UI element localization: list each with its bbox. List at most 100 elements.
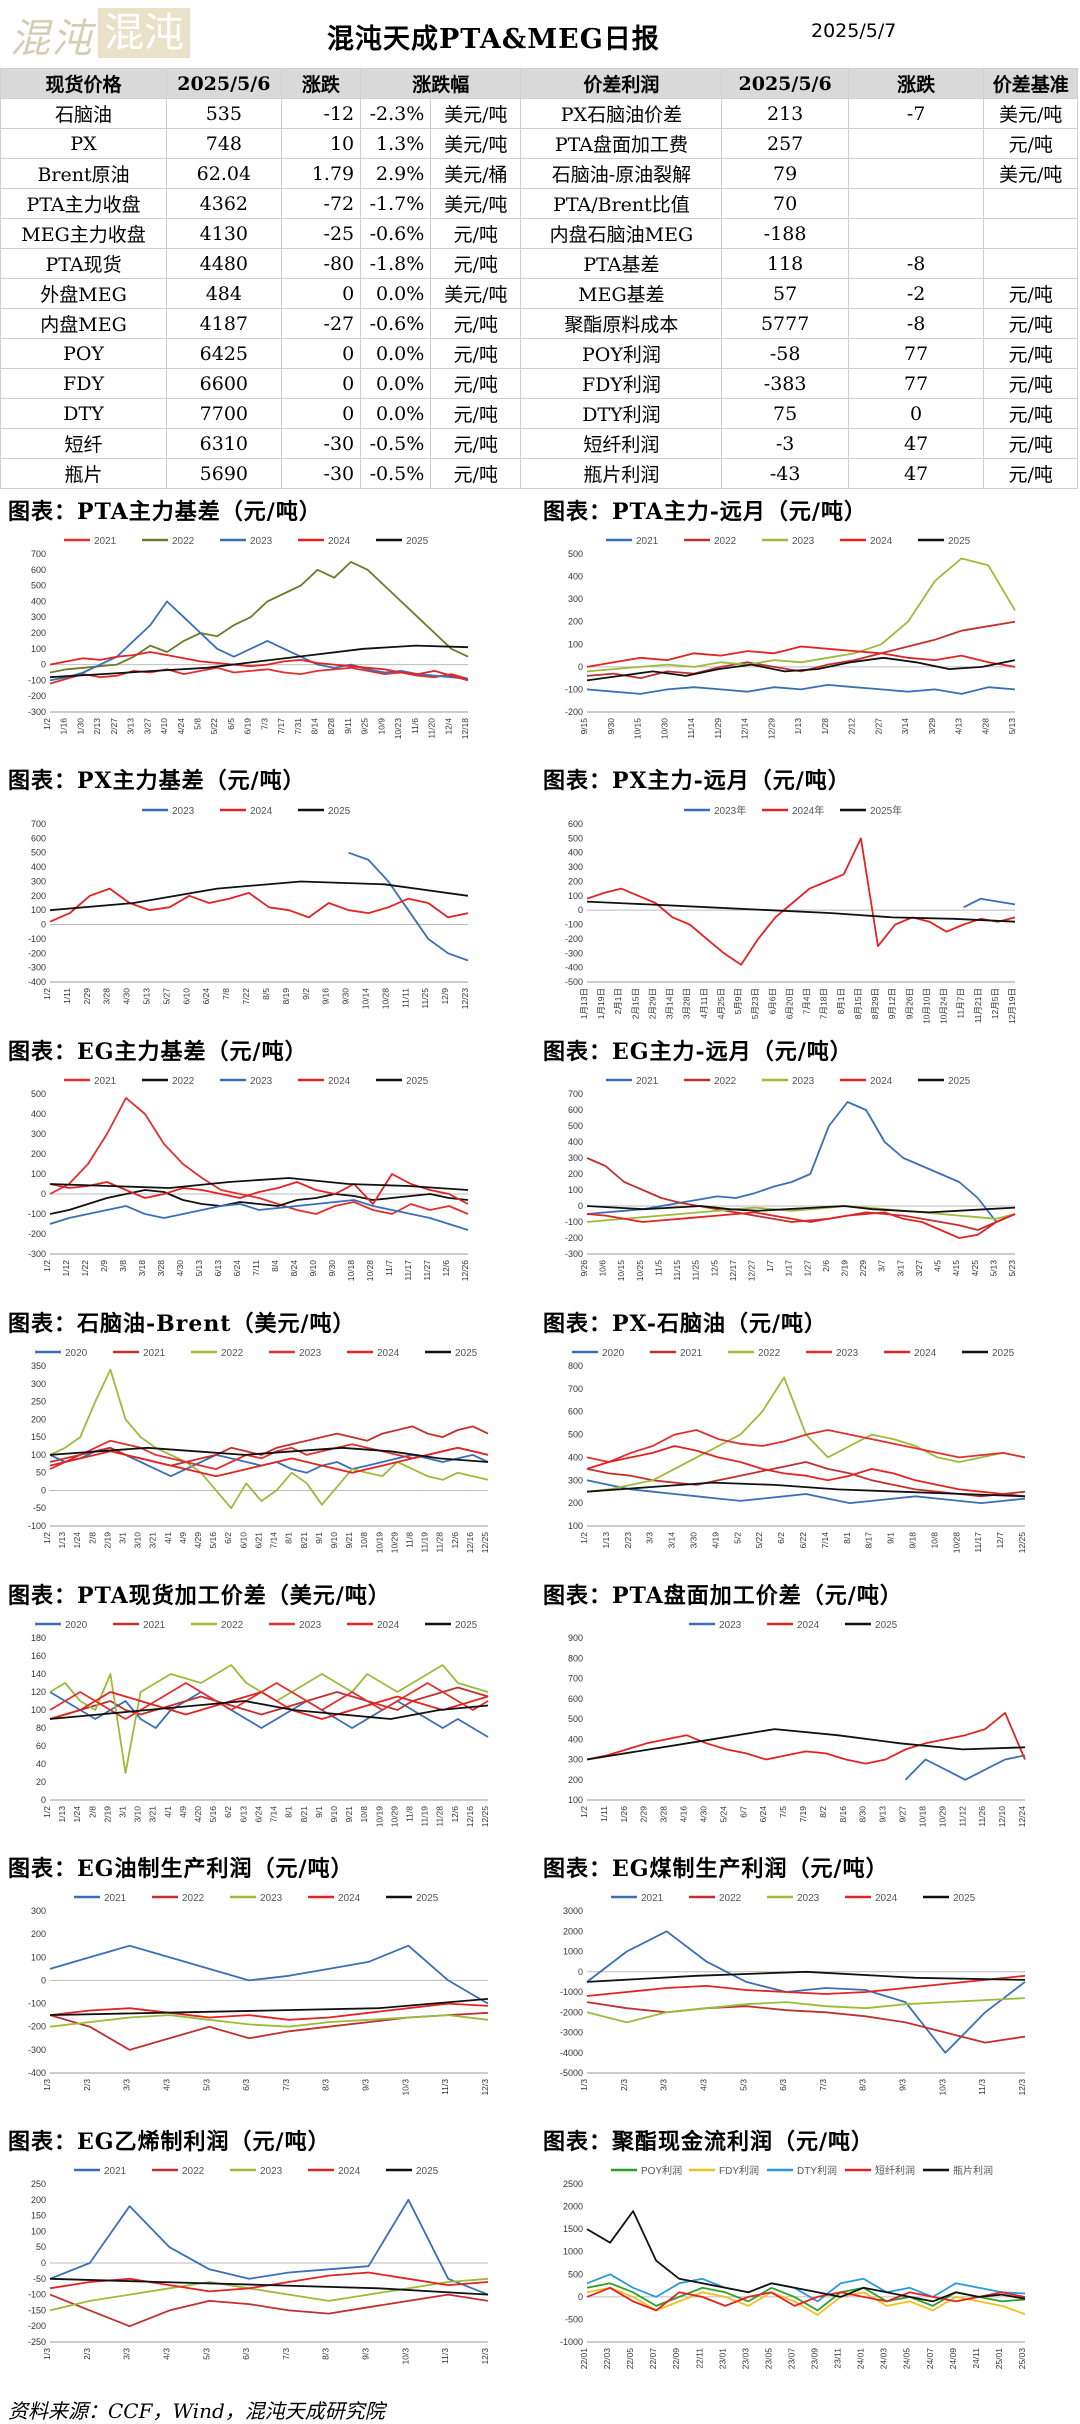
legend-label: 2023 [172, 806, 195, 817]
x-tick-label: 1/11 [62, 988, 72, 1004]
y-tick-label: -4000 [560, 2048, 583, 2058]
eg-ethylene-profit-chart: 2021 2022 2023 2024 2025 -250 -200 -150 -100 -50 0… [28, 2166, 490, 2365]
x-tick-label: 3/21 [148, 1532, 158, 1549]
x-tick-label: 1/11 [599, 1806, 609, 1822]
y-tick-label: 350 [31, 1361, 46, 1371]
table-cell: 4187 [166, 308, 282, 339]
x-tick-label: 10/15 [616, 1260, 626, 1282]
table-cell: 元/吨 [430, 308, 522, 339]
legend-label: 2024 [875, 1893, 898, 1904]
x-tick-label: 3/3 [645, 1532, 655, 1544]
x-tick-label: 10/19 [374, 1806, 384, 1828]
table-cell: 短纤 [0, 428, 168, 459]
x-tick-label: 12月19日 [1007, 988, 1017, 1024]
table-cell: -0.6% [360, 308, 432, 339]
x-tick-label: 23/01 [717, 2348, 727, 2370]
legend-label: 2021 [680, 1348, 703, 1359]
y-tick-label: 100 [31, 1952, 46, 1962]
x-tick-label: 11/19 [420, 1806, 430, 1827]
legend-label: 2024 [338, 2166, 361, 2177]
table-cell: 元/吨 [983, 128, 1078, 159]
table-cell: -1.7% [360, 188, 432, 219]
y-tick-label: -500 [565, 977, 583, 987]
x-tick-label: 12/6 [450, 1532, 460, 1549]
x-tick-label: 7/22 [241, 988, 251, 1005]
x-tick-label: 5月9日 [733, 988, 743, 1014]
x-tick-label: 12/18 [460, 718, 470, 740]
x-tick-label: 9/21 [344, 1532, 354, 1549]
x-tick-label: 4/5 [933, 1260, 943, 1272]
x-tick-label: 1/13 [793, 718, 803, 735]
x-tick-label: 5/22 [209, 718, 219, 735]
table-cell: 0.0% [360, 278, 432, 309]
series-line [49, 887, 469, 923]
y-tick-label: 200 [31, 891, 46, 901]
x-tick-label: 2/27 [873, 718, 883, 735]
x-tick-label: 1/12 [61, 1260, 71, 1277]
y-tick-label: -1000 [560, 2337, 583, 2347]
y-tick-label: -150 [28, 2305, 46, 2315]
series-line [586, 1997, 1026, 2024]
x-tick-label: 1/3 [42, 2079, 52, 2091]
table-cell: 6600 [166, 368, 282, 399]
x-tick-label: 5/2 [732, 1532, 742, 1544]
x-tick-label: 11/7 [384, 1260, 394, 1276]
x-tick-label: 12/24 [1017, 1806, 1027, 1828]
series-line [49, 651, 469, 682]
y-tick-label: 250 [31, 2179, 46, 2189]
legend-label: 2021 [94, 536, 117, 547]
y-tick-label: 0 [578, 662, 583, 672]
x-tick-label: 8/1 [842, 1532, 852, 1544]
x-tick-label: 6/2 [223, 1806, 233, 1818]
x-tick-label: 4/24 [176, 718, 186, 735]
x-tick-label: 1/27 [802, 1260, 812, 1277]
y-tick-label: 100 [31, 1450, 46, 1460]
x-tick-label: 12/6 [450, 1806, 460, 1823]
table-cell: 70 [721, 188, 849, 219]
x-tick-label: 5/13 [194, 1260, 204, 1277]
px-basis-chart: 2023 2024 2025 -400 -300 -200 -100 0 100 200 300 40… [28, 806, 470, 1009]
col-header: 价差利润 [520, 68, 723, 99]
x-tick-label: 1/2 [42, 1260, 52, 1272]
x-tick-label: 4/3 [698, 2079, 708, 2091]
table-cell: 美元/吨 [430, 188, 522, 219]
y-tick-label: 600 [568, 1105, 583, 1115]
x-tick-label: 8月29日 [870, 988, 880, 1019]
x-tick-label: 2/8 [87, 1532, 97, 1544]
x-tick-label: 3/29 [927, 718, 937, 735]
x-tick-label: 3/1 [118, 1532, 128, 1544]
table-cell: 美元/吨 [430, 98, 522, 129]
x-tick-label: 24/03 [879, 2348, 889, 2370]
x-tick-label: 6/7 [738, 1806, 748, 1818]
legend-label: 2025 [992, 1348, 1015, 1359]
x-tick-label: 11/26 [977, 1806, 987, 1827]
table-cell: 元/吨 [983, 338, 1078, 369]
x-tick-label: 10/25 [635, 1260, 645, 1282]
x-tick-label: 8/24 [289, 1260, 299, 1277]
chart-title: 图表：EG主力-远月（元/吨） [543, 1039, 853, 1065]
y-tick-label: 0 [578, 2292, 583, 2302]
table-cell: -0.6% [360, 218, 432, 249]
x-tick-label: 23/03 [740, 2348, 750, 2370]
table-cell [983, 218, 1078, 249]
x-tick-label: 7/5 [778, 1806, 788, 1818]
x-tick-label: 10/6 [598, 1260, 608, 1277]
x-tick-label: 6/5 [226, 718, 236, 730]
y-tick-label: -200 [565, 934, 583, 944]
col-header: 2025/5/6 [166, 68, 282, 99]
y-tick-label: 200 [31, 1414, 46, 1424]
legend-label: 2020 [602, 1348, 625, 1359]
series-line [49, 1682, 489, 1720]
table-row: PTA主力收盘 4362 -72 -1.7% 美元/吨 PTA/Brent比值 70 [0, 188, 1078, 219]
x-tick-label: 1/3 [42, 2348, 52, 2360]
x-tick-label: 7/14 [269, 1806, 279, 1823]
x-tick-label: 11/28 [435, 1806, 445, 1827]
table-cell [847, 158, 985, 189]
y-tick-label: -400 [28, 977, 46, 987]
x-tick-label: 12/25 [480, 1806, 490, 1828]
y-tick-label: 0 [578, 905, 583, 915]
y-tick-label: -300 [565, 1249, 583, 1259]
x-tick-label: 9/13 [878, 1806, 888, 1823]
series-line [49, 2277, 489, 2296]
table-cell: 元/吨 [430, 458, 522, 489]
